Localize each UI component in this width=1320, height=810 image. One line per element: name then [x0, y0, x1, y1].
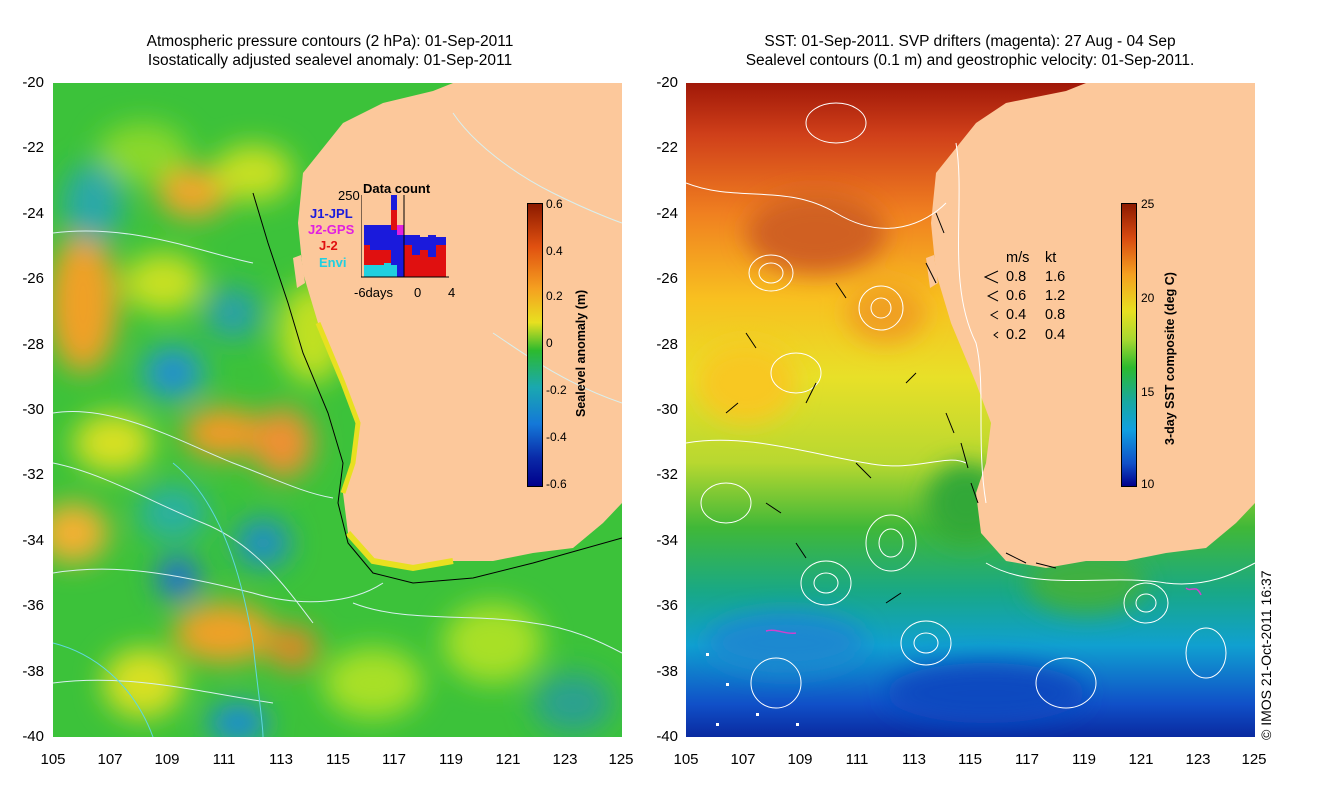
- left-title-line1: Atmospheric pressure contours (2 hPa): 0…: [146, 33, 514, 50]
- sealevel-tick-0.4: 0.4: [546, 244, 563, 258]
- inset-ymax: 250: [338, 188, 360, 203]
- legend-row-ms: 0.8: [1006, 269, 1027, 285]
- legend-row-ms: 0.6: [1006, 288, 1027, 304]
- lon-tick: 107: [730, 751, 756, 768]
- imos-credit: © IMOS 21-Oct-2011 16:37: [1258, 570, 1274, 740]
- lat-tick: -26: [656, 270, 678, 287]
- lon-tick: 107: [97, 751, 123, 768]
- legend-row-kt: 0.4: [1045, 327, 1066, 343]
- inset-x-label-start: -6days: [354, 285, 394, 300]
- lon-tick: 123: [552, 751, 578, 768]
- sealevel-tick-0.6: 0.6: [546, 197, 563, 211]
- lon-tick: 123: [1185, 751, 1211, 768]
- lon-tick: 119: [439, 751, 463, 768]
- lon-tick: 109: [787, 751, 813, 768]
- legend-header-kt: kt: [1045, 250, 1057, 266]
- sealevel-tick-minus-0.4: -0.4: [546, 430, 567, 444]
- sst-colorbar: [1121, 203, 1137, 487]
- lat-tick: -34: [22, 532, 44, 549]
- sst-map: [686, 83, 1255, 737]
- legend-header-ms: m/s: [1006, 250, 1030, 266]
- lon-tick: 109: [154, 751, 180, 768]
- lat-tick: -34: [656, 532, 678, 549]
- sealevel-tick-minus-0.6: -0.6: [546, 477, 567, 491]
- lat-tick: -22: [22, 139, 44, 156]
- lon-tick: 121: [1128, 751, 1154, 768]
- lon-tick: 111: [845, 751, 869, 768]
- lat-tick: -40: [22, 728, 44, 745]
- satellite-j-2: J-2: [319, 238, 338, 253]
- lat-tick: -36: [656, 597, 678, 614]
- sst-tick-10: 10: [1141, 477, 1155, 491]
- lon-tick: 111: [212, 751, 236, 768]
- right-title-line1: SST: 01-Sep-2011. SVP drifters (magenta)…: [764, 33, 1176, 50]
- lat-tick: -38: [656, 663, 678, 680]
- lon-tick: 115: [326, 751, 350, 768]
- lat-tick: -30: [22, 401, 44, 418]
- lat-tick: -30: [656, 401, 678, 418]
- lon-tick: 121: [495, 751, 521, 768]
- sst-tick-20: 20: [1141, 291, 1155, 305]
- lon-tick: 119: [1072, 751, 1096, 768]
- lon-tick: 117: [1015, 751, 1039, 768]
- sealevel-colorbar-label: Sealevel anomaly (m): [574, 289, 588, 417]
- sst-colorbar-label: 3-day SST composite (deg C): [1163, 272, 1177, 445]
- lat-tick: -38: [22, 663, 44, 680]
- satellite-envi: Envi: [319, 255, 347, 270]
- sealevel-tick-0: 0: [546, 336, 553, 350]
- lat-tick: -20: [22, 74, 44, 91]
- satellite-j1-jpl: J1-JPL: [310, 206, 353, 221]
- inset-title: Data count: [363, 181, 431, 196]
- sst-tick-15: 15: [1141, 385, 1155, 399]
- legend-arrow-0.6: [987, 290, 999, 302]
- legend-row-kt: 1.6: [1045, 269, 1066, 285]
- lat-tick: -26: [22, 270, 44, 287]
- lon-tick: 125: [1241, 751, 1267, 768]
- lat-tick: -36: [22, 597, 44, 614]
- legend-row-kt: 0.8: [1045, 307, 1066, 323]
- inset-x-label-end: 4: [448, 285, 456, 300]
- sealevel-colorbar: [527, 203, 543, 487]
- lon-tick: 105: [40, 751, 66, 768]
- lat-tick: -28: [656, 336, 678, 353]
- lat-tick: -24: [656, 205, 678, 222]
- legend-row-kt: 1.2: [1045, 288, 1066, 304]
- lat-tick: -32: [656, 466, 678, 483]
- legend-row-ms: 0.4: [1006, 307, 1027, 323]
- left-title-line2: Isostatically adjusted sealevel anomaly:…: [147, 52, 513, 69]
- legend-arrow-0.8: [984, 270, 999, 284]
- data-count-inset: [361, 195, 453, 285]
- lat-tick: -32: [22, 466, 44, 483]
- inset-x-label-zero: 0: [414, 285, 422, 300]
- lat-tick: -28: [22, 336, 44, 353]
- legend-arrow-0.2: [993, 331, 999, 339]
- lon-tick: 113: [902, 751, 926, 768]
- lat-tick: -22: [656, 139, 678, 156]
- legend-row-ms: 0.2: [1006, 327, 1027, 343]
- sst-tick-25: 25: [1141, 197, 1155, 211]
- lon-tick: 125: [608, 751, 634, 768]
- satellite-j2-gps: J2-GPS: [308, 222, 355, 237]
- lat-tick: -40: [656, 728, 678, 745]
- lon-tick: 113: [269, 751, 293, 768]
- lon-tick: 117: [382, 751, 406, 768]
- legend-arrow-0.4: [990, 310, 999, 320]
- right-title-line2: Sealevel contours (0.1 m) and geostrophi…: [745, 52, 1195, 69]
- sealevel-tick-minus-0.2: -0.2: [546, 383, 567, 397]
- lat-tick: -20: [656, 74, 678, 91]
- lon-tick: 105: [673, 751, 699, 768]
- sealevel-tick-0.2: 0.2: [546, 289, 563, 303]
- lat-tick: -24: [22, 205, 44, 222]
- lon-tick: 115: [958, 751, 982, 768]
